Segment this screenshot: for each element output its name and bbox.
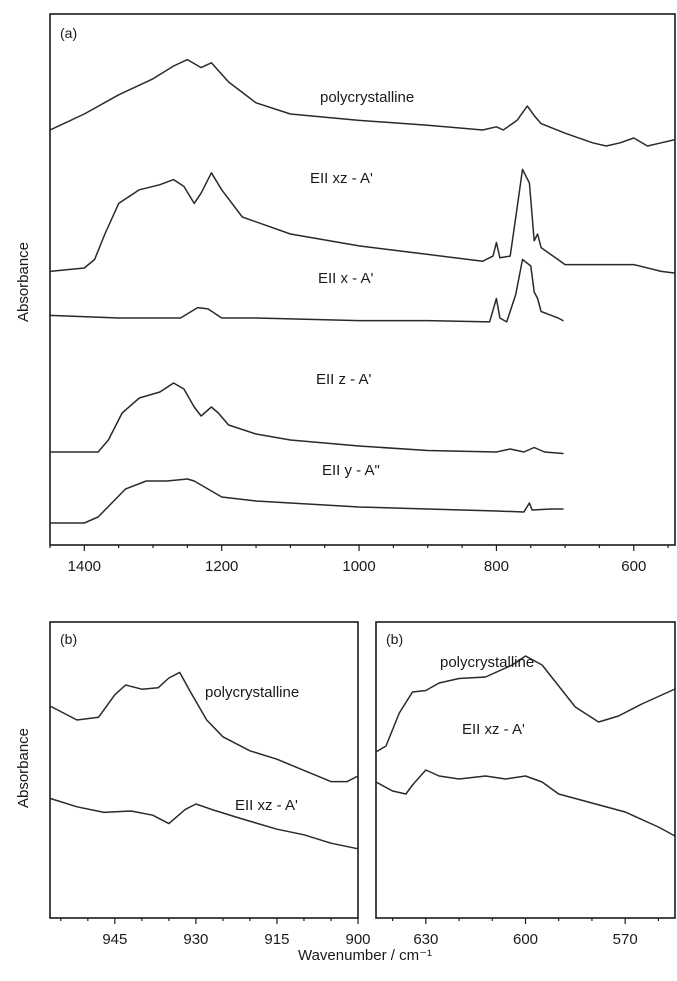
panel-a-trace-labels: polycrystalline EII xz - A' EII x - A' EII … [310,89,414,479]
panel-b-right: (b) 630 600 570 polycrystalline EII xz - A' [375,621,676,948]
x-tick-label: 900 [345,931,370,948]
x-tick-label: 630 [413,931,438,948]
panel-b-right-trace-labels: polycrystalline EII xz - A' [440,654,534,738]
spectrum-line [375,769,676,837]
trace-label: EII z - A' [316,371,372,388]
spectrum-line [49,258,564,323]
x-tick-label: 1000 [342,558,375,575]
x-tick-label: 1400 [68,558,101,575]
trace-label: polycrystalline [440,654,534,671]
x-axis-label: Wavenumber / cm⁻¹ [298,947,432,964]
panel-b-left-series [49,671,359,850]
spectrum-line [49,478,564,524]
trace-label: EII xz - A' [310,170,373,187]
spectrum-line [49,58,676,147]
panel-b-right-series [375,655,676,837]
x-tick-label: 1200 [205,558,238,575]
spectrum-line [49,671,359,783]
spectrum-line [375,655,676,753]
x-tick-label: 600 [513,931,538,948]
panel-b-left-trace-labels: polycrystalline EII xz - A' [205,684,299,814]
spectrum-line [49,797,359,850]
trace-label: EII xz - A' [462,721,525,738]
y-axis-label-top: Absorbance [15,242,32,322]
x-tick-label: 570 [613,931,638,948]
trace-label: EII xz - A' [235,797,298,814]
panel-a: (a) 1400 1200 1000 800 600 polycrystalline EI… [49,13,676,575]
panel-b-left: (b) 945 930 915 900 polycrystalline EII xz -… [49,621,371,948]
trace-label: polycrystalline [320,89,414,106]
trace-label: EII x - A' [318,270,374,287]
panel-a-series [49,58,676,524]
panel-b-left-frame [49,621,359,919]
panel-a-tag: (a) [60,25,77,41]
spectrum-line [49,382,564,455]
panel-b-left-x-ticks: 945 930 915 900 [60,918,371,948]
x-tick-label: 915 [264,931,289,948]
trace-label: polycrystalline [205,684,299,701]
panel-b-right-x-ticks: 630 600 570 [392,918,659,948]
panel-b-left-tag: (b) [60,631,77,647]
panel-a-frame [49,13,676,546]
y-axis-label-bottom: Absorbance [15,728,32,808]
spectrum-line [49,168,676,274]
x-tick-label: 930 [183,931,208,948]
x-tick-label: 800 [484,558,509,575]
x-tick-label: 600 [621,558,646,575]
trace-label: EII y - A" [322,462,380,479]
panel-a-x-ticks: 1400 1200 1000 800 600 [49,545,669,575]
x-tick-label: 945 [102,931,127,948]
panel-b-right-tag: (b) [386,631,403,647]
